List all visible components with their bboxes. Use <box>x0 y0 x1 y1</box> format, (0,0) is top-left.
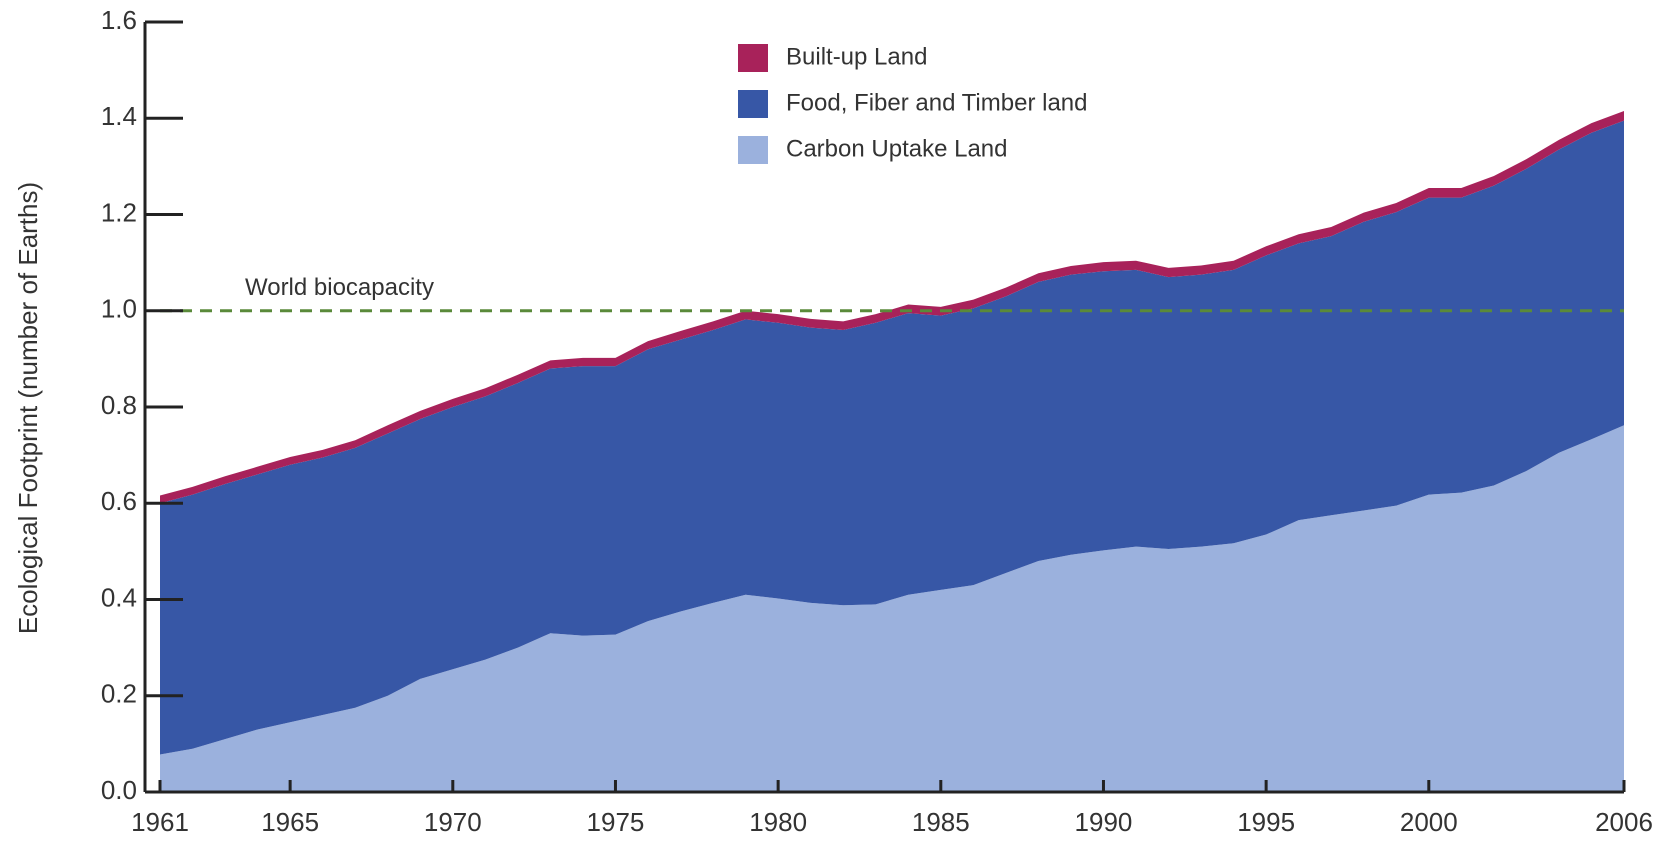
x-tick-label: 2000 <box>1400 807 1458 837</box>
area <box>160 425 1624 792</box>
legend-label: Built-up Land <box>786 43 927 70</box>
x-tick-label: 1985 <box>912 807 970 837</box>
y-tick-label: 1.2 <box>101 197 137 227</box>
x-tick-label: 1990 <box>1075 807 1133 837</box>
y-tick-label: 0.0 <box>101 775 137 805</box>
legend-label: Food, Fiber and Timber land <box>786 89 1088 116</box>
legend-swatch <box>738 44 768 72</box>
y-tick-label: 1.4 <box>101 101 137 131</box>
x-tick-label: 1995 <box>1237 807 1295 837</box>
y-tick-label: 0.6 <box>101 486 137 516</box>
y-axis-label: Ecological Footprint (number of Earths) <box>13 182 43 634</box>
x-tick-label: 1980 <box>749 807 807 837</box>
x-tick-label: 2006 <box>1595 807 1653 837</box>
x-tick-label: 1965 <box>261 807 319 837</box>
legend-label: Carbon Uptake Land <box>786 135 1007 162</box>
y-tick-label: 0.4 <box>101 582 137 612</box>
legend-swatch <box>738 136 768 164</box>
x-tick-label: 1970 <box>424 807 482 837</box>
y-tick-label: 1.6 <box>101 5 137 35</box>
x-tick-label: 1975 <box>587 807 645 837</box>
area <box>160 120 1624 755</box>
legend-swatch <box>738 90 768 118</box>
y-tick-label: 1.0 <box>101 294 137 324</box>
y-tick-label: 0.8 <box>101 390 137 420</box>
reference-label: World biocapacity <box>245 274 434 301</box>
x-tick-label: 1961 <box>131 807 189 837</box>
y-tick-label: 0.2 <box>101 679 137 709</box>
